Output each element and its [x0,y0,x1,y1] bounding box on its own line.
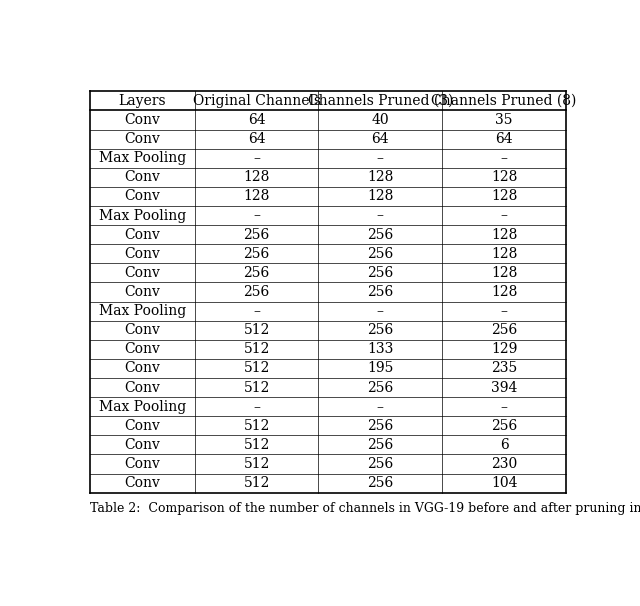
Text: Conv: Conv [124,170,160,184]
Text: Max Pooling: Max Pooling [99,208,186,222]
Text: 128: 128 [491,190,517,204]
Text: 256: 256 [243,266,269,280]
Text: Conv: Conv [124,228,160,242]
Text: Table 2:  Comparison of the number of channels in VGG-19 before and after prunin: Table 2: Comparison of the number of cha… [90,502,640,515]
Text: 512: 512 [243,476,270,490]
Text: 512: 512 [243,381,270,395]
Text: Conv: Conv [124,247,160,261]
Text: –: – [500,400,508,414]
Text: Conv: Conv [124,285,160,299]
Text: –: – [377,304,384,318]
Text: 256: 256 [243,285,269,299]
Text: 512: 512 [243,419,270,433]
Text: Conv: Conv [124,438,160,452]
Text: 230: 230 [491,457,517,471]
Text: 6: 6 [500,438,509,452]
Text: Conv: Conv [124,190,160,204]
Text: Conv: Conv [124,476,160,490]
Text: Original Channels: Original Channels [193,94,321,108]
Text: 235: 235 [491,361,517,376]
Text: Channels Pruned (8): Channels Pruned (8) [431,94,577,108]
Text: 256: 256 [367,381,394,395]
Text: 128: 128 [367,190,394,204]
Text: Conv: Conv [124,361,160,376]
Text: 64: 64 [248,113,266,127]
Text: 104: 104 [491,476,517,490]
Text: 128: 128 [491,247,517,261]
Text: 256: 256 [243,228,269,242]
Text: 256: 256 [367,266,394,280]
Text: Max Pooling: Max Pooling [99,400,186,414]
Text: –: – [377,208,384,222]
Text: 133: 133 [367,342,394,356]
Text: 512: 512 [243,361,270,376]
Text: 128: 128 [491,266,517,280]
Text: –: – [500,208,508,222]
Text: –: – [377,400,384,414]
Text: Conv: Conv [124,342,160,356]
Text: –: – [500,152,508,165]
Text: 128: 128 [243,190,270,204]
Text: 128: 128 [367,170,394,184]
Text: 64: 64 [495,132,513,146]
Text: 64: 64 [372,132,389,146]
Text: –: – [377,152,384,165]
Text: Conv: Conv [124,266,160,280]
Text: 512: 512 [243,342,270,356]
Text: 128: 128 [491,228,517,242]
Text: 256: 256 [491,323,517,338]
Text: 256: 256 [367,457,394,471]
Text: 256: 256 [367,285,394,299]
Text: 256: 256 [243,247,269,261]
Text: 195: 195 [367,361,394,376]
Text: Max Pooling: Max Pooling [99,304,186,318]
Text: 256: 256 [367,438,394,452]
Text: 394: 394 [491,381,517,395]
Text: –: – [253,152,260,165]
Text: –: – [500,304,508,318]
Text: –: – [253,208,260,222]
Text: 128: 128 [491,285,517,299]
Text: 256: 256 [491,419,517,433]
Text: Conv: Conv [124,381,160,395]
Text: –: – [253,304,260,318]
Text: 129: 129 [491,342,517,356]
Text: Conv: Conv [124,113,160,127]
Text: 256: 256 [367,247,394,261]
Text: 40: 40 [372,113,389,127]
Text: 64: 64 [248,132,266,146]
Text: Conv: Conv [124,457,160,471]
Text: 512: 512 [243,323,270,338]
Text: Channels Pruned (3): Channels Pruned (3) [308,94,453,108]
Text: 256: 256 [367,323,394,338]
Text: Max Pooling: Max Pooling [99,152,186,165]
Text: 35: 35 [495,113,513,127]
Text: 256: 256 [367,228,394,242]
Text: 256: 256 [367,419,394,433]
Text: 256: 256 [367,476,394,490]
Text: 512: 512 [243,457,270,471]
Text: Conv: Conv [124,323,160,338]
Text: 128: 128 [243,170,270,184]
Text: Conv: Conv [124,132,160,146]
Text: 128: 128 [491,170,517,184]
Text: 512: 512 [243,438,270,452]
Text: Conv: Conv [124,419,160,433]
Text: –: – [253,400,260,414]
Text: Layers: Layers [118,94,166,108]
